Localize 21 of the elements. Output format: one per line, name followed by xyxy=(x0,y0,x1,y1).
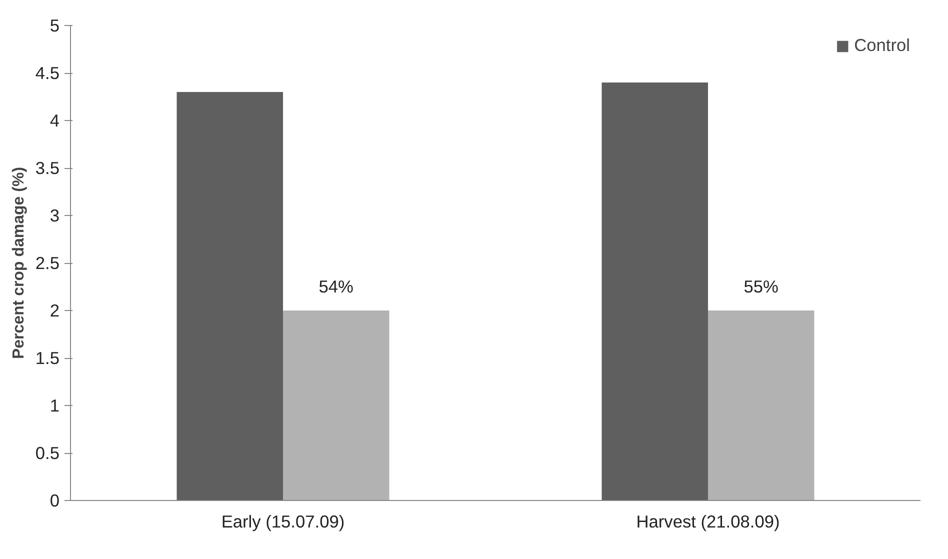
bar xyxy=(283,310,390,500)
y-tick-label: 5 xyxy=(50,16,60,36)
x-tick-label: Early (15.07.09) xyxy=(221,512,345,532)
bar xyxy=(176,92,283,500)
y-tick-label: 2 xyxy=(50,300,60,320)
y-tick-label: 2.5 xyxy=(35,253,60,273)
bar xyxy=(708,310,814,500)
y-tick-label: 3 xyxy=(50,206,60,226)
annotation: 54% xyxy=(318,276,354,296)
legend-label: Control xyxy=(854,35,910,56)
bar xyxy=(602,82,708,500)
y-tick-label: 3.5 xyxy=(35,158,60,178)
annotation: 55% xyxy=(744,276,778,296)
y-tick-label: 0.5 xyxy=(35,443,60,463)
y-tick-label: 4.5 xyxy=(35,63,60,83)
x-tick-label: Harvest (21.08.09) xyxy=(636,512,780,532)
y-tick-label: 4 xyxy=(50,110,60,130)
y-tick-label: 0 xyxy=(50,490,60,510)
y-axis-title: Percent crop damage (%) xyxy=(10,166,28,360)
y-tick-label: 1.5 xyxy=(35,348,60,368)
y-tick-label: 1 xyxy=(50,396,60,416)
